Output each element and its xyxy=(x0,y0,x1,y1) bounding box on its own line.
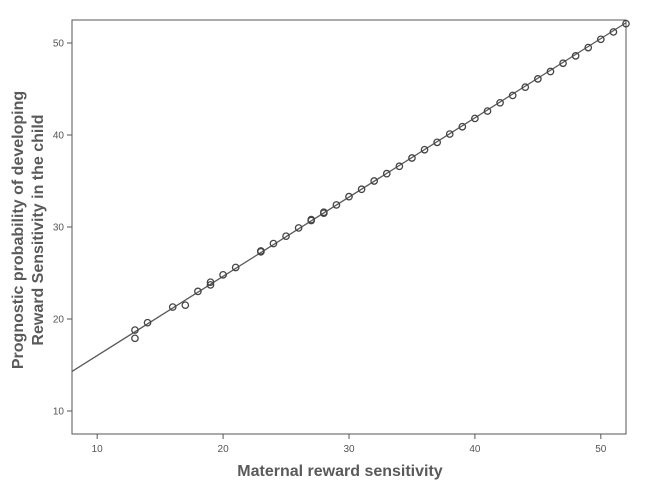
data-point xyxy=(269,239,278,248)
data-point xyxy=(395,162,404,171)
data-point xyxy=(433,138,441,147)
data-point xyxy=(319,208,328,217)
x-tick-label: 20 xyxy=(218,444,230,455)
data-point xyxy=(546,67,555,76)
data-point xyxy=(219,270,227,279)
data-point xyxy=(458,122,467,131)
data-point xyxy=(483,107,492,115)
data-point xyxy=(382,169,391,178)
data-point xyxy=(508,91,517,100)
y-axis-title-line-2: Reward Sensitivity in the child xyxy=(30,114,47,345)
data-points xyxy=(131,19,630,343)
x-tick-label: 40 xyxy=(469,444,481,455)
data-point xyxy=(131,334,139,343)
data-point xyxy=(534,75,542,83)
y-tick-label: 40 xyxy=(53,131,65,142)
y-tick-label: 20 xyxy=(53,315,65,326)
data-point xyxy=(445,130,454,138)
data-point xyxy=(609,28,618,36)
y-axis-title: Prognostic probability of developing xyxy=(10,91,27,369)
x-tick-label: 30 xyxy=(343,444,355,455)
x-tick-label: 50 xyxy=(595,444,607,455)
data-point xyxy=(307,215,316,224)
data-point xyxy=(496,98,504,107)
data-point xyxy=(471,114,479,123)
data-point xyxy=(206,278,215,287)
data-point xyxy=(332,201,341,209)
data-point xyxy=(181,301,190,310)
plot-frame xyxy=(71,19,627,435)
y-tick-label: 50 xyxy=(53,39,65,50)
data-point xyxy=(370,177,379,185)
data-point xyxy=(596,35,605,44)
data-point xyxy=(357,185,366,194)
data-point xyxy=(584,43,593,52)
data-point xyxy=(559,59,567,68)
data-point xyxy=(294,224,303,232)
data-point xyxy=(622,19,630,28)
data-point xyxy=(194,287,202,296)
data-point xyxy=(168,303,177,311)
x-tick-label: 10 xyxy=(92,444,104,455)
data-point xyxy=(408,154,416,162)
data-point xyxy=(420,145,429,154)
y-tick-label: 10 xyxy=(53,407,65,418)
data-point xyxy=(143,318,152,327)
data-point xyxy=(345,192,353,201)
fit-line xyxy=(71,22,627,372)
x-axis: 10 20 30 40 50 xyxy=(92,434,607,455)
x-axis-title: Maternal reward sensitivity xyxy=(237,463,443,480)
data-point xyxy=(521,83,530,92)
data-point xyxy=(571,52,580,60)
data-point xyxy=(257,247,265,255)
data-point xyxy=(231,263,240,272)
y-tick-label: 30 xyxy=(53,223,65,234)
y-axis: 10 20 30 40 50 xyxy=(53,39,72,418)
data-point xyxy=(131,326,139,334)
data-point xyxy=(206,281,215,289)
data-point xyxy=(282,232,290,241)
